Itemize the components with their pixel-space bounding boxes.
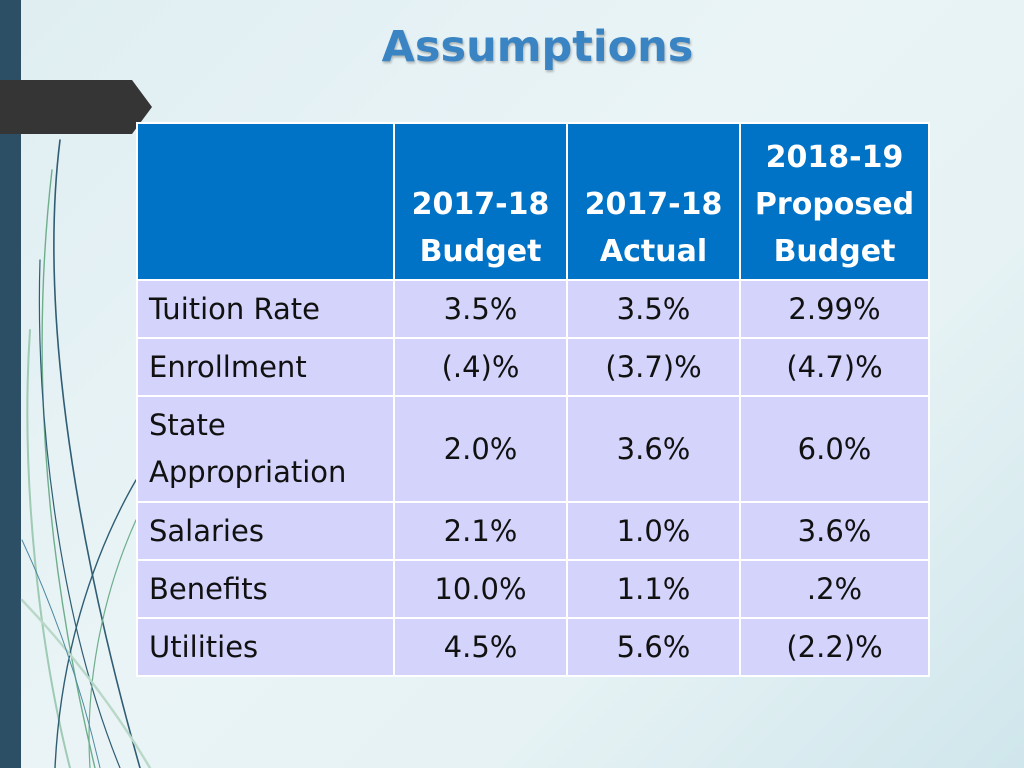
- table-row: Benefits 10.0% 1.1% .2%: [136, 559, 930, 619]
- table-row: Enrollment (.4)% (3.7)% (4.7)%: [136, 337, 930, 397]
- cell-budget-2017-18: 2.1%: [393, 501, 568, 561]
- table-row: Salaries 2.1% 1.0% 3.6%: [136, 501, 930, 561]
- row-label: Benefits: [136, 559, 395, 619]
- cell-budget-2017-18: 10.0%: [393, 559, 568, 619]
- decor-curve-6: [88, 519, 137, 768]
- row-label: Utilities: [136, 617, 395, 677]
- cell-proposed-2018-19: 2.99%: [739, 279, 930, 339]
- cell-budget-2017-18: 3.5%: [393, 279, 568, 339]
- decor-curve-8: [21, 539, 101, 768]
- assumptions-table: 2017-18 Budget 2017-18 Actual 2018-19 Propo…: [136, 122, 930, 677]
- left-accent-bar: [0, 0, 21, 768]
- cell-proposed-2018-19: 3.6%: [739, 501, 930, 561]
- table-row: State Appropriation 2.0% 3.6% 6.0%: [136, 395, 930, 503]
- cell-budget-2017-18: 4.5%: [393, 617, 568, 677]
- table-header-row: 2017-18 Budget 2017-18 Actual 2018-19 Propo…: [136, 122, 930, 281]
- decor-curve-1: [53, 139, 141, 768]
- cell-proposed-2018-19: .2%: [739, 559, 930, 619]
- table-row: Utilities 4.5% 5.6% (2.2)%: [136, 617, 930, 677]
- row-label: Tuition Rate: [136, 279, 395, 339]
- cell-actual-2017-18: (3.7)%: [566, 337, 741, 397]
- header-cell-blank: [136, 122, 395, 281]
- decor-curve-7: [20, 598, 152, 768]
- cell-actual-2017-18: 3.6%: [566, 395, 741, 503]
- cell-budget-2017-18: (.4)%: [393, 337, 568, 397]
- row-label: Enrollment: [136, 337, 395, 397]
- row-label: State Appropriation: [136, 395, 395, 503]
- header-cell-2017-18-budget: 2017-18 Budget: [393, 122, 568, 281]
- table-row: Tuition Rate 3.5% 3.5% 2.99%: [136, 279, 930, 339]
- cell-proposed-2018-19: 6.0%: [739, 395, 930, 503]
- cell-budget-2017-18: 2.0%: [393, 395, 568, 503]
- cell-proposed-2018-19: (2.2)%: [739, 617, 930, 677]
- row-label: Salaries: [136, 501, 395, 561]
- decor-curve-2: [41, 169, 96, 768]
- cell-actual-2017-18: 5.6%: [566, 617, 741, 677]
- cell-actual-2017-18: 3.5%: [566, 279, 741, 339]
- decor-curve-4: [26, 329, 71, 768]
- header-cell-2018-19-proposed-budget: 2018-19 Proposed Budget: [739, 122, 930, 281]
- slide-tab-arrow: [0, 80, 152, 134]
- header-cell-2017-18-actual: 2017-18 Actual: [566, 122, 741, 281]
- decor-curve-5: [54, 479, 137, 768]
- cell-actual-2017-18: 1.0%: [566, 501, 741, 561]
- slide-title: Assumptions: [381, 22, 694, 72]
- decor-curve-3: [38, 259, 121, 768]
- cell-actual-2017-18: 1.1%: [566, 559, 741, 619]
- cell-proposed-2018-19: (4.7)%: [739, 337, 930, 397]
